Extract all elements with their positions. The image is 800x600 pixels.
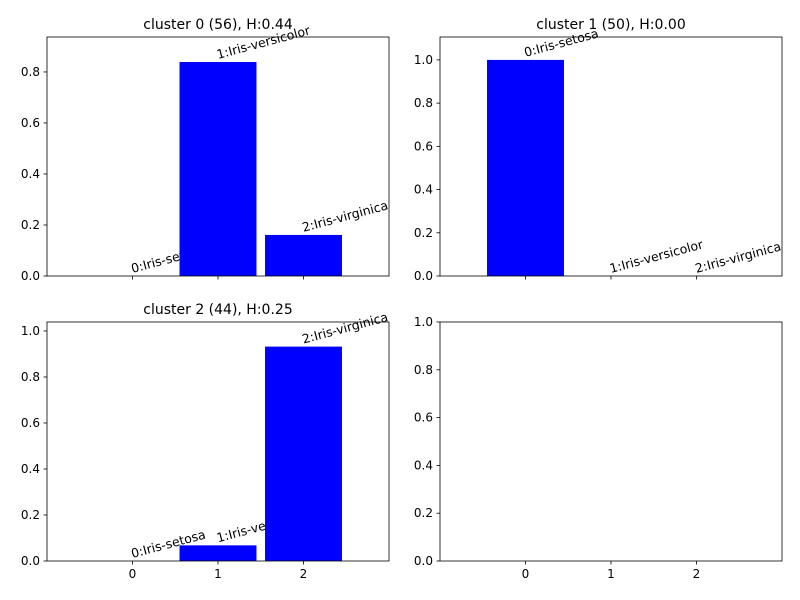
y-tick-label: 0.6	[414, 139, 433, 153]
x-tick-label: 2	[300, 567, 308, 581]
y-tick-label: 0.4	[414, 183, 433, 197]
subplot-title: cluster 2 (44), H:0.25	[143, 302, 292, 318]
bar	[179, 545, 257, 561]
x-tick-label: 0	[129, 567, 137, 581]
y-tick-label: 0.4	[21, 462, 40, 476]
y-tick-label: 0.2	[414, 506, 433, 520]
bar-annotation: 2:Iris-virginica	[300, 197, 389, 234]
subplot-title: cluster 0 (56), H:0.44	[143, 17, 293, 33]
bar	[265, 346, 342, 561]
x-tick-label: 0	[522, 567, 530, 581]
y-tick-label: 1.0	[21, 324, 40, 338]
y-tick-label: 0.8	[21, 65, 40, 79]
y-tick-label: 0.2	[414, 226, 433, 240]
y-tick-label: 1.0	[414, 315, 433, 329]
y-tick-label: 0.0	[21, 554, 40, 568]
y-tick-label: 1.0	[414, 53, 433, 67]
y-tick-label: 0.8	[414, 363, 433, 377]
bar	[179, 61, 257, 277]
y-tick-label: 0.0	[414, 269, 433, 283]
y-tick-label: 0.8	[21, 370, 40, 384]
bar-annotation: 2:Iris-virginica	[300, 309, 389, 346]
x-tick-label: 1	[214, 567, 222, 581]
y-tick-label: 0.6	[21, 116, 40, 130]
y-tick-label: 0.6	[414, 411, 433, 425]
y-tick-label: 0.4	[414, 458, 433, 472]
subplot-title: cluster 1 (50), H:0.00	[536, 17, 685, 33]
bar	[487, 59, 564, 276]
x-tick-label: 1	[607, 567, 615, 581]
y-tick-label: 0.8	[414, 96, 433, 110]
x-tick-label: 2	[693, 567, 701, 581]
bar-annotation: 1:Iris-versicolor	[608, 236, 706, 276]
axes-frame	[439, 321, 783, 562]
y-tick-label: 0.0	[414, 554, 433, 568]
y-tick-label: 0.0	[21, 269, 40, 283]
y-tick-label: 0.6	[21, 416, 40, 430]
bar	[265, 234, 342, 276]
y-tick-label: 0.2	[21, 218, 40, 232]
y-tick-label: 0.4	[21, 167, 40, 181]
y-tick-label: 0.2	[21, 508, 40, 522]
bar-annotation: 2:Iris-virginica	[693, 239, 782, 276]
